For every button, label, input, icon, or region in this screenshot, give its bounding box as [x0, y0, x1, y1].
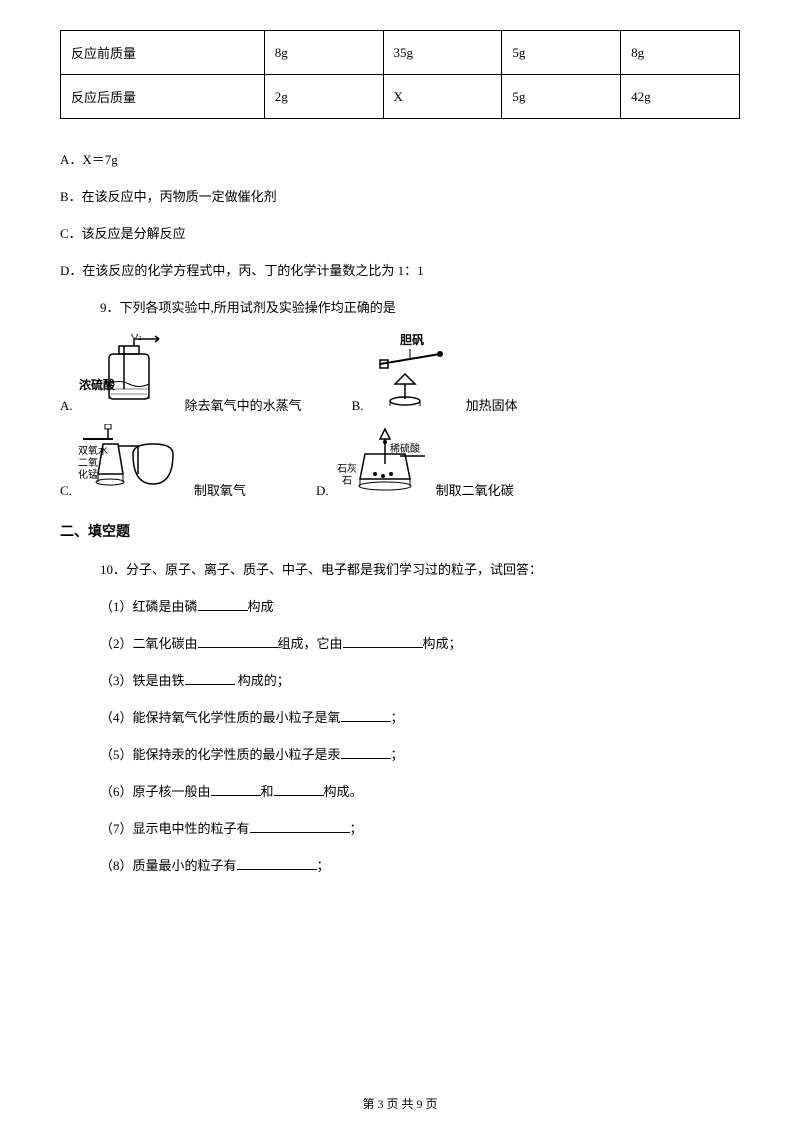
- text: （6）原子核一般由: [100, 784, 211, 799]
- text: 构成: [248, 599, 274, 614]
- table-row: 反应前质量 8g 35g 5g 8g: [61, 31, 740, 75]
- option-label: B.: [352, 398, 364, 414]
- option-label: C.: [60, 483, 72, 499]
- blank: [185, 671, 235, 685]
- blank: [237, 856, 317, 870]
- text: （2）二氧化碳由: [100, 636, 198, 651]
- mass-table: 反应前质量 8g 35g 5g 8g 反应后质量 2g X 5g 42g: [60, 30, 740, 119]
- apparatus-c-icon: 双氧水 二氧 化锰: [78, 424, 188, 499]
- text: ；: [391, 747, 404, 762]
- text: （7）显示电中性的粒子有: [100, 821, 250, 836]
- q9-option-b: B. 胆矾 加热固体: [352, 334, 518, 414]
- limestone-label2: 石: [342, 476, 352, 487]
- sulfuric-acid-label: 浓硫酸: [79, 377, 116, 392]
- option-text: 制取二氧化碳: [436, 480, 514, 499]
- text: ；: [350, 821, 363, 836]
- q10-item-3: （3）铁是由铁 构成的；: [100, 670, 740, 689]
- blank: [341, 708, 391, 722]
- cell: 35g: [383, 31, 502, 75]
- option-text: 制取氧气: [194, 480, 246, 499]
- cell: 5g: [502, 75, 621, 119]
- danfan-label: 胆矾: [400, 334, 424, 347]
- q9-option-d: D. 稀硫酸 石灰 石 制取二氧化碳: [316, 424, 514, 499]
- cell: 5g: [502, 31, 621, 75]
- cell: 2g: [264, 75, 383, 119]
- apparatus-b-icon: 胆矾: [370, 334, 460, 414]
- q10-item-6: （6）原子核一般由 和 构成。: [100, 781, 740, 800]
- blank: [343, 634, 423, 648]
- text: 和: [261, 784, 274, 799]
- text: 构成；: [423, 636, 462, 651]
- blank: [198, 597, 248, 611]
- apparatus-d-icon: 稀硫酸 石灰 石: [335, 424, 430, 499]
- text: （5）能保持汞的化学性质的最小粒子是汞: [100, 747, 341, 762]
- q10-item-1: （1）红磷是由磷 构成: [100, 596, 740, 615]
- h2o2-label: 双氧水: [78, 444, 108, 457]
- cell: 8g: [621, 31, 740, 75]
- o2-label: O₂: [131, 334, 142, 341]
- option-text: 除去氧气中的水蒸气: [185, 395, 302, 414]
- option-text: 加热固体: [466, 395, 518, 414]
- cell: 42g: [621, 75, 740, 119]
- page-footer: 第 3 页 共 9 页: [0, 1095, 800, 1112]
- apparatus-a-icon: O₂ 浓硫酸: [79, 334, 179, 414]
- option-label: D.: [316, 483, 329, 499]
- cell: X: [383, 75, 502, 119]
- q9-option-a: A. O₂ 浓硫酸 除去氧气中的水蒸气: [60, 334, 302, 414]
- mno2-label1: 二氧: [78, 456, 98, 469]
- q10-item-5: （5）能保持汞的化学性质的最小粒子是汞 ；: [100, 744, 740, 763]
- blank: [211, 782, 261, 796]
- text: （3）铁是由铁: [100, 673, 185, 688]
- text: （8）质量最小的粒子有: [100, 858, 237, 873]
- row-label: 反应后质量: [61, 75, 265, 119]
- option-a: A．X＝7g: [60, 149, 740, 168]
- q9-row-ab: A. O₂ 浓硫酸 除去氧气中的水蒸气 B. 胆矾: [60, 334, 740, 414]
- text: ；: [391, 710, 404, 725]
- text: （1）红磷是由磷: [100, 599, 198, 614]
- blank: [198, 634, 278, 648]
- blank: [274, 782, 324, 796]
- row-label: 反应前质量: [61, 31, 265, 75]
- cell: 8g: [264, 31, 383, 75]
- q9-row-cd: C. 双氧水 二氧 化锰 制取氧气 D.: [60, 424, 740, 499]
- table-row: 反应后质量 2g X 5g 42g: [61, 75, 740, 119]
- q10-item-4: （4）能保持氧气化学性质的最小粒子是氧 ；: [100, 707, 740, 726]
- q9-option-c: C. 双氧水 二氧 化锰 制取氧气: [60, 424, 246, 499]
- section-2-header: 二、填空题: [60, 521, 740, 541]
- limestone-label1: 石灰: [337, 462, 357, 475]
- text: （4）能保持氧气化学性质的最小粒子是氧: [100, 710, 341, 725]
- text: ；: [317, 858, 330, 873]
- mno2-label2: 化锰: [78, 468, 98, 481]
- blank: [341, 745, 391, 759]
- dilute-acid-label: 稀硫酸: [390, 442, 420, 455]
- option-b: B．在该反应中，丙物质一定做催化剂: [60, 186, 740, 205]
- option-d: D．在该反应的化学方程式中，丙、丁的化学计量数之比为 1：1: [60, 260, 740, 279]
- q10-item-2: （2）二氧化碳由 组成，它由 构成；: [100, 633, 740, 652]
- text: 组成，它由: [278, 636, 343, 651]
- option-c: C．该反应是分解反应: [60, 223, 740, 242]
- q10-item-7: （7）显示电中性的粒子有 ；: [100, 818, 740, 837]
- text: 构成的；: [235, 673, 290, 688]
- blank: [250, 819, 350, 833]
- option-label: A.: [60, 398, 73, 414]
- text: 构成。: [324, 784, 363, 799]
- question-10: 10．分子、原子、离子、质子、中子、电子都是我们学习过的粒子，试回答：: [100, 559, 740, 578]
- question-9: 9．下列各项实验中,所用试剂及实验操作均正确的是: [100, 297, 740, 316]
- q10-item-8: （8）质量最小的粒子有 ；: [100, 855, 740, 874]
